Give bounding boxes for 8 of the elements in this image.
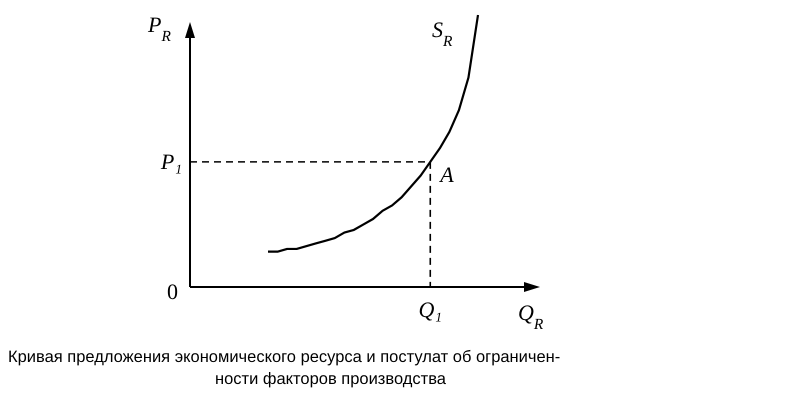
text: Q₁	[418, 297, 442, 322]
ref-line-label: P₁	[160, 148, 182, 174]
series-label: S$_{R}$	[432, 17, 453, 50]
text: 0	[167, 279, 178, 304]
y-axis-title: P$_{R}$	[147, 12, 172, 44]
x-axis-title: Q$_{R}$	[518, 300, 544, 332]
annotation: A	[438, 162, 454, 187]
text: Кривая предложения экономического ресурса и постулат об ограничен- ности факторов производства	[8, 348, 560, 388]
